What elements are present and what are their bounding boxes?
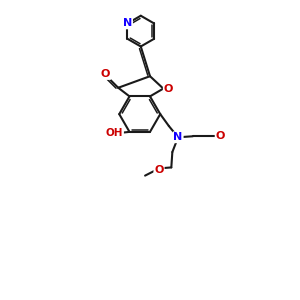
Text: O: O (154, 166, 164, 176)
Text: OH: OH (106, 128, 123, 138)
Text: O: O (101, 69, 110, 79)
Text: N: N (173, 132, 183, 142)
Text: N: N (123, 18, 132, 28)
Text: O: O (216, 131, 225, 141)
Text: O: O (164, 84, 173, 94)
